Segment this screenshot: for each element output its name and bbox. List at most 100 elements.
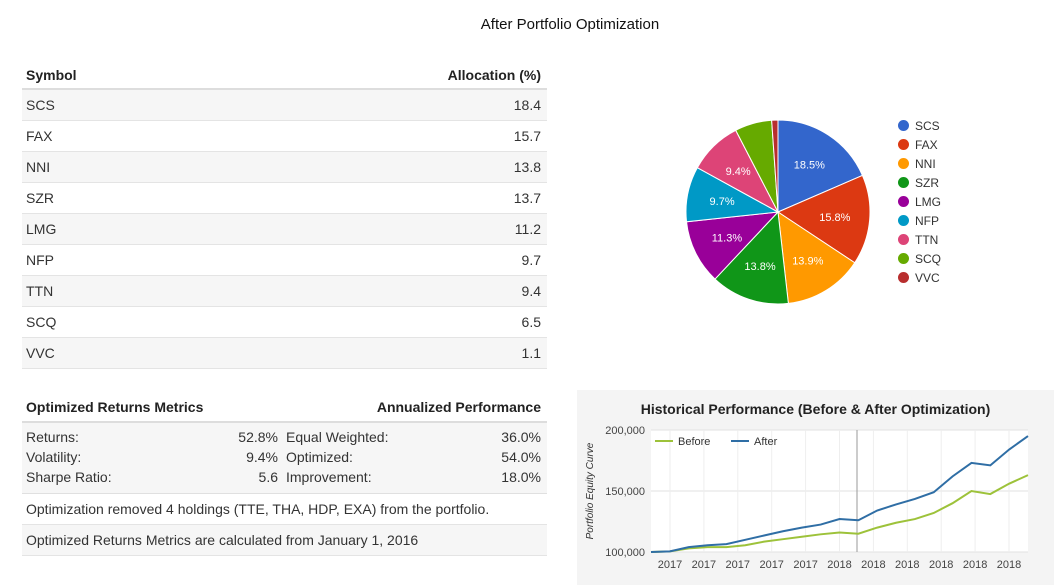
table-row: SZR 13.7 <box>22 183 547 214</box>
legend-swatch <box>898 158 909 169</box>
pie-slice-fax <box>776 174 871 264</box>
pie-slice-vvc <box>771 119 779 213</box>
performance-value: 36.0% <box>501 429 541 445</box>
legend-item: SCQ <box>898 249 941 268</box>
legend-item: FAX <box>898 135 941 154</box>
pie-slice-label: 11.3% <box>712 232 743 244</box>
series-line-after <box>650 435 1029 553</box>
series-line-before <box>650 474 1029 553</box>
allocation-cell: 6.5 <box>521 314 541 330</box>
y-tick-label: 150,000 <box>605 486 645 498</box>
legend-item: VVC <box>898 268 941 287</box>
legend-label: SZR <box>915 175 939 190</box>
metric-row: Sharpe Ratio: 5.6 Improvement: 18.0% <box>26 467 541 487</box>
y-tick-label: 100,000 <box>605 547 645 559</box>
allocation-cell: 15.7 <box>513 128 541 144</box>
legend-label: NFP <box>915 213 939 228</box>
allocation-cell: 11.2 <box>514 221 541 237</box>
symbol-cell: LMG <box>26 221 57 237</box>
metrics-header-right: Annualized Performance <box>376 399 541 415</box>
table-row: NFP 9.7 <box>22 245 547 276</box>
performance-value: 54.0% <box>501 449 541 465</box>
x-tick-label: 2017 <box>759 559 783 571</box>
table-row: NNI 13.8 <box>22 152 547 183</box>
legend-label: LMG <box>915 194 942 209</box>
legend-item: TTN <box>898 230 941 249</box>
page-title: After Portfolio Optimization <box>480 16 660 33</box>
table-row: SCQ 6.5 <box>22 307 547 338</box>
pie-legend: SCS FAX NNI SZR LMG NFP TTN SCQ VVC <box>898 116 941 287</box>
x-tick-label: 2017 <box>692 559 716 571</box>
pie-slice-label: 9.7% <box>710 196 735 208</box>
metrics-grid: Returns: 52.8% Equal Weighted: 36.0% Volatil… <box>22 423 547 494</box>
x-tick-label: 2017 <box>726 559 750 571</box>
legend-label-before: Before <box>678 436 710 448</box>
historical-performance-panel: Historical Performance (Before & After O… <box>577 390 1054 585</box>
legend-swatch <box>898 196 909 207</box>
allocation-pie-chart: 18.5% 15.8% 13.9% 13.8% 11.3% 9.7% 9.4% <box>685 119 871 305</box>
legend-swatch <box>898 253 909 264</box>
metric-label: Volatility: <box>26 449 82 465</box>
legend-label: SCQ <box>915 251 942 266</box>
metrics-header: Optimized Returns Metrics Annualized Per… <box>22 393 547 423</box>
legend-label: VVC <box>915 270 940 285</box>
table-row: SCS 18.4 <box>22 90 547 121</box>
allocation-table-header: Symbol Allocation (%) <box>22 62 547 90</box>
metrics-panel: Optimized Returns Metrics Annualized Per… <box>22 393 547 556</box>
pie-slice-lmg <box>685 211 780 280</box>
performance-label: Improvement: <box>286 469 372 485</box>
pie-slice-scs <box>777 119 864 213</box>
symbol-cell: TTN <box>26 283 54 299</box>
pie-slice-label: 9.4% <box>726 166 751 178</box>
pie-slice-label: 13.8% <box>744 261 775 273</box>
legend-label: FAX <box>915 137 938 152</box>
allocation-rows: SCS 18.4 FAX 15.7 NNI 13.8 SZR 13.7 LMG 11.2 NFP 9.… <box>22 90 547 369</box>
symbol-cell: SZR <box>26 190 54 206</box>
symbol-cell: NNI <box>26 159 51 175</box>
historical-chart-title: Historical Performance (Before & After O… <box>640 401 991 417</box>
pie-slice-label: 13.9% <box>792 256 823 268</box>
performance-label: Equal Weighted: <box>286 429 389 445</box>
metric-label: Sharpe Ratio: <box>26 469 112 485</box>
performance-value: 18.0% <box>501 469 541 485</box>
symbol-cell: NFP <box>26 252 54 268</box>
x-tick-label: 2017 <box>793 559 817 571</box>
metric-value: 52.8% <box>238 429 278 445</box>
metric-row: Volatility: 9.4% Optimized: 54.0% <box>26 447 541 467</box>
table-row: FAX 15.7 <box>22 121 547 152</box>
allocation-cell: 13.7 <box>513 190 541 206</box>
metric-label: Returns: <box>26 429 79 445</box>
x-tick-label: 2018 <box>997 559 1021 571</box>
pie-slice-label: 18.5% <box>794 159 825 171</box>
allocation-column-header: Allocation (%) <box>447 67 541 83</box>
metric-value: 5.6 <box>258 469 278 485</box>
calculation-date-note: Optimized Returns Metrics are calculated… <box>22 525 547 556</box>
x-tick-label: 2018 <box>963 559 987 571</box>
table-row: TTN 9.4 <box>22 276 547 307</box>
y-axis-label: Portfolio Equity Curve <box>585 442 596 539</box>
legend-swatch <box>898 120 909 131</box>
legend-swatch <box>898 177 909 188</box>
historical-line-chart: 100,000 150,000 200,000 2017 2017 2017 2017 201… <box>585 425 1029 571</box>
symbol-cell: SCS <box>26 97 55 113</box>
allocation-cell: 9.7 <box>521 252 541 268</box>
symbol-column-header: Symbol <box>26 67 77 83</box>
y-tick-label: 200,000 <box>605 425 645 437</box>
allocation-cell: 9.4 <box>521 283 541 299</box>
x-tick-label: 2018 <box>861 559 885 571</box>
removed-holdings-note: Optimization removed 4 holdings (TTE, TH… <box>22 494 547 525</box>
legend-swatch <box>898 215 909 226</box>
pie-slice-nni <box>777 210 856 304</box>
allocation-cell: 18.4 <box>513 97 541 113</box>
performance-label: Optimized: <box>286 449 353 465</box>
table-row: LMG 11.2 <box>22 214 547 245</box>
symbol-cell: SCQ <box>26 314 57 330</box>
legend-item: SCS <box>898 116 941 135</box>
allocation-cell: 13.8 <box>513 159 541 175</box>
legend-label: TTN <box>915 232 939 247</box>
metrics-header-left: Optimized Returns Metrics <box>26 399 204 415</box>
symbol-cell: VVC <box>26 345 55 361</box>
legend-swatch <box>898 139 909 150</box>
legend-label: SCS <box>915 118 940 133</box>
legend-item: LMG <box>898 192 941 211</box>
